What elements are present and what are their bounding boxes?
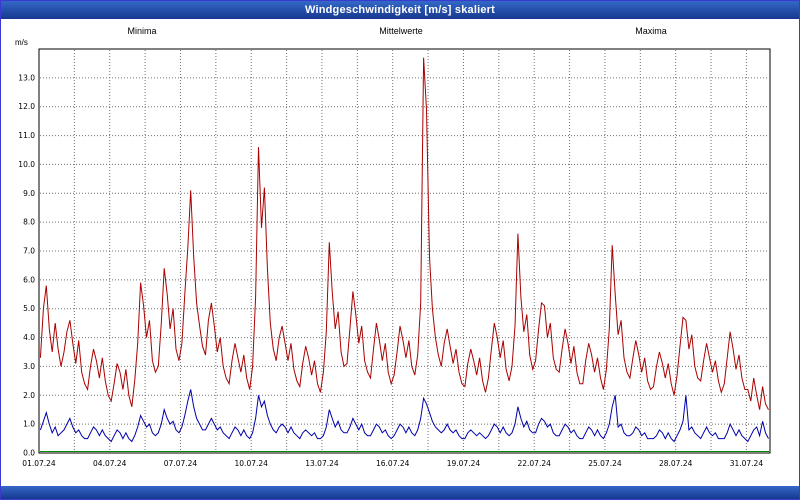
svg-text:1.0: 1.0 xyxy=(23,420,35,429)
svg-text:31.07.24: 31.07.24 xyxy=(730,459,764,468)
svg-text:01.07.24: 01.07.24 xyxy=(22,459,56,468)
svg-text:28.07.24: 28.07.24 xyxy=(659,459,693,468)
wind-speed-chart: 0.0 1.0 2.0 3.0 4.0 5.0 6.0 7.0 8.0 9.0 10.0 11.0 12… xyxy=(18,48,771,468)
svg-text:13.07.24: 13.07.24 xyxy=(305,459,339,468)
svg-text:5.0: 5.0 xyxy=(23,304,35,313)
svg-text:11.0: 11.0 xyxy=(18,131,35,140)
svg-text:25.07.24: 25.07.24 xyxy=(588,459,622,468)
svg-text:0.0: 0.0 xyxy=(23,449,35,458)
svg-text:10.07.24: 10.07.24 xyxy=(235,459,269,468)
y-axis-unit-label: m/s xyxy=(15,38,28,47)
svg-text:22.07.24: 22.07.24 xyxy=(517,459,551,468)
svg-text:4.0: 4.0 xyxy=(23,333,35,342)
svg-text:04.07.24: 04.07.24 xyxy=(93,459,127,468)
svg-text:6.0: 6.0 xyxy=(23,275,35,284)
svg-text:2.0: 2.0 xyxy=(23,391,35,400)
svg-text:9.0: 9.0 xyxy=(23,189,35,198)
svg-text:7.0: 7.0 xyxy=(23,247,35,256)
legend-label-maxima: Maxima xyxy=(635,26,667,36)
window-title-bar: Windgeschwindigkeit [m/s] skaliert xyxy=(1,1,799,19)
svg-text:19.07.24: 19.07.24 xyxy=(447,459,481,468)
svg-text:13.0: 13.0 xyxy=(18,73,35,82)
svg-text:10.0: 10.0 xyxy=(18,160,35,169)
legend-label-mittelwerte: Mittelwerte xyxy=(379,26,423,36)
svg-text:8.0: 8.0 xyxy=(23,218,35,227)
legend-label-minima: Minima xyxy=(127,26,157,36)
window-footer-bar xyxy=(1,486,799,499)
svg-text:12.0: 12.0 xyxy=(18,102,35,111)
svg-text:16.07.24: 16.07.24 xyxy=(376,459,410,468)
svg-text:07.07.24: 07.07.24 xyxy=(164,459,198,468)
svg-text:3.0: 3.0 xyxy=(23,362,35,371)
